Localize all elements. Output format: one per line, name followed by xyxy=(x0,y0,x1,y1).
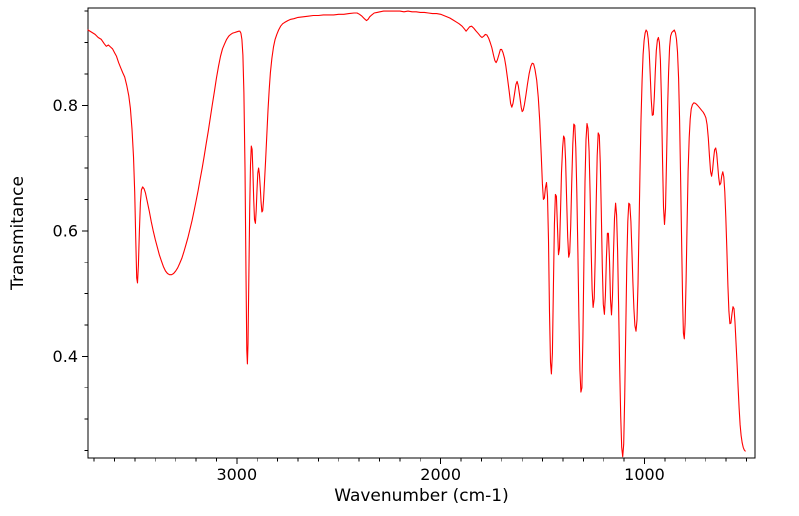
y-tick-label: 0.8 xyxy=(53,96,78,115)
x-tick-label: 3000 xyxy=(216,465,257,484)
y-axis-label: Transmitance xyxy=(8,176,28,290)
x-tick-label: 2000 xyxy=(420,465,461,484)
x-tick-label: 1000 xyxy=(624,465,665,484)
plot-frame xyxy=(87,7,756,459)
y-tick-label: 0.4 xyxy=(53,347,78,366)
x-axis-label: Wavenumber (cm-1) xyxy=(334,486,509,506)
spectrum-line xyxy=(87,10,746,458)
y-tick-label: 0.6 xyxy=(53,221,78,240)
